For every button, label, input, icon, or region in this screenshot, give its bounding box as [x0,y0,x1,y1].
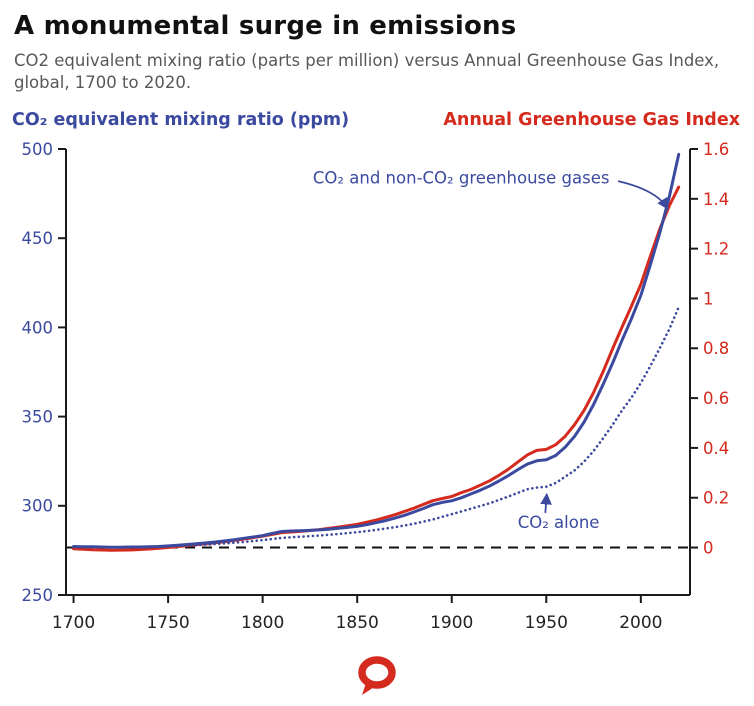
right-tick-label: 0.2 [703,488,729,507]
left-tick-label: 400 [22,318,54,337]
right-tick-label: 1.2 [703,239,729,258]
left-axis-title: CO₂ equivalent mixing ratio (ppm) [12,109,350,130]
the-conversation-logo [358,656,396,695]
chart-subtitle: CO2 equivalent mixing ratio (parts per m… [14,50,720,92]
axes [65,148,691,596]
right-tick-label: 1.6 [703,140,729,159]
left-tick-label: 500 [22,140,54,159]
series-line-co2e [72,152,681,549]
x-tick-label: 1750 [146,613,189,633]
x-tick-label: 1850 [336,613,379,633]
y-axis-right-ticks: 0 0.2 0.4 0.6 0.8 1 1.2 1.4 1.6 [690,140,729,557]
right-axis-title: Annual Greenhouse Gas Index [443,109,740,130]
left-tick-label: 300 [22,497,54,516]
series-lines [72,152,681,552]
right-tick-label: 1 [703,289,714,308]
series-line-aggi [72,185,681,552]
left-tick-label: 450 [22,229,54,248]
right-tick-label: 1.4 [703,190,729,209]
annotation-label-1: CO₂ alone [518,513,600,532]
series-line-co2-alone [72,305,680,549]
x-tick-label: 1700 [52,613,95,633]
right-tick-label: 0.4 [703,439,729,458]
x-tick-label: 1950 [525,613,568,633]
left-tick-label: 350 [22,407,54,426]
chart-title: A monumental surge in emissions [14,11,517,41]
right-tick-label: 0.6 [703,389,729,408]
annotation-label-0: CO₂ and non-CO₂ greenhouse gases [313,168,610,187]
y-axis-left-ticks: 250 300 350 400 450 500 [22,140,66,605]
x-axis-ticks: 1700 1750 1800 1850 1900 1950 2000 [52,594,662,633]
x-tick-label: 2000 [619,613,662,633]
x-tick-label: 1800 [241,613,284,633]
annotations: CO₂ and non-CO₂ greenhouse gases CO₂ alon… [313,168,669,532]
right-tick-label: 0.8 [703,339,729,358]
x-tick-label: 1900 [430,613,473,633]
annotation-arrow-0 [617,179,669,210]
annotation-arrow-1 [540,492,552,513]
emissions-chart: 250 300 350 400 450 500 0 0.2 0.4 0.6 0.8 1 1.2 1.4 1.… [22,140,730,633]
axis-titles-row: CO₂ equivalent mixing ratio (ppm) Annual… [12,110,740,131]
footer-logo-row [0,653,754,699]
left-tick-label: 250 [22,586,54,605]
right-tick-label: 0 [703,538,714,557]
